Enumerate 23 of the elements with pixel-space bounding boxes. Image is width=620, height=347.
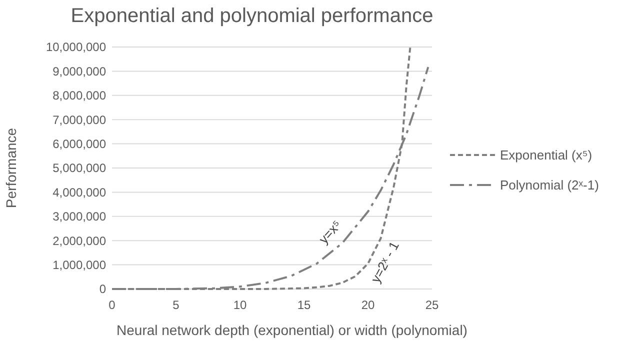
x-tick-label: 0 bbox=[108, 298, 116, 312]
y-tick-label: 6,000,000 bbox=[52, 137, 106, 151]
x-tick-label: 25 bbox=[425, 298, 439, 312]
y-tick-label: 10,000,000 bbox=[46, 40, 106, 54]
y-tick-label: 3,000,000 bbox=[52, 210, 106, 224]
x-tick-label: 5 bbox=[172, 298, 180, 312]
y-tick-label: 0 bbox=[99, 282, 106, 296]
y-tick-label: 9,000,000 bbox=[52, 64, 106, 78]
y-tick-label: 5,000,000 bbox=[52, 161, 106, 176]
y-tick-label: 8,000,000 bbox=[52, 88, 106, 103]
legend-label: Polynomial (2ˣ-1) bbox=[500, 178, 599, 193]
x-axis-title: Neural network depth (exponential) or width (polynomial) bbox=[116, 322, 468, 338]
y-tick-label: 7,000,000 bbox=[52, 112, 106, 127]
legend-label: Exponential (x⁵) bbox=[500, 148, 592, 163]
x-tick-label: 10 bbox=[233, 298, 247, 312]
annotation: y=2ˣ - 1 bbox=[368, 238, 402, 286]
x-tick-label: 20 bbox=[361, 298, 375, 312]
y-tick-label: 1,000,000 bbox=[52, 258, 106, 272]
y-tick-label: 2,000,000 bbox=[52, 234, 106, 248]
y-tick-label: 4,000,000 bbox=[52, 185, 106, 200]
x-tick-label: 15 bbox=[297, 298, 311, 312]
y-axis-title: Performance bbox=[3, 128, 19, 208]
chart-title: Exponential and polynomial performance bbox=[70, 5, 434, 27]
